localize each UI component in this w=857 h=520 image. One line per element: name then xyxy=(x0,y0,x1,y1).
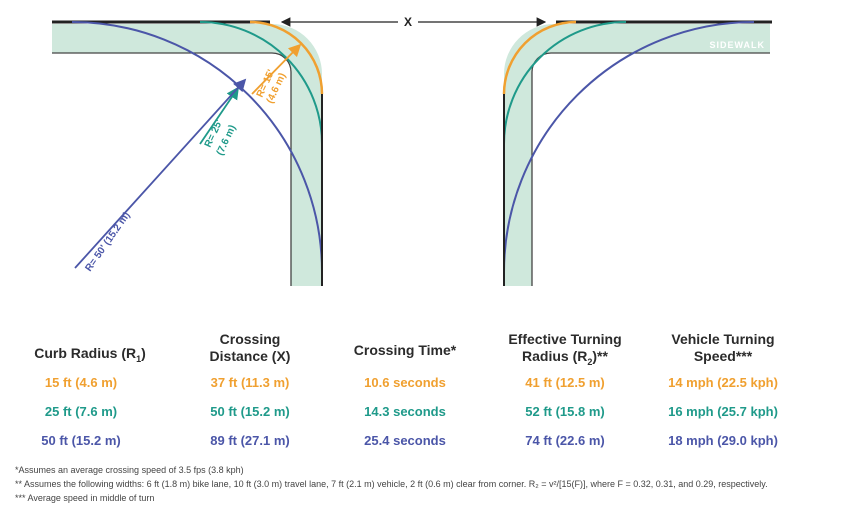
header-vehicle-speed: Vehicle Turning Speed*** xyxy=(648,331,798,365)
row1-effective: 41 ft (12.5 m) xyxy=(525,375,605,390)
row3-effective: 74 ft (22.6 m) xyxy=(525,433,605,448)
row3-speed: 18 mph (29.0 kph) xyxy=(668,433,778,448)
sidewalk-label: SIDEWALK xyxy=(709,40,765,50)
header-effective-sub: 2 xyxy=(587,356,593,367)
footnote-3: *** Average speed in middle of turn xyxy=(15,493,155,503)
row2-curb: 25 ft (7.6 m) xyxy=(44,404,118,419)
header-effective-line1: Effective Turning xyxy=(508,331,622,347)
footnotes: *Assumes an average crossing speed of 3.… xyxy=(15,463,768,505)
row2-distance: 50 ft (15.2 m) xyxy=(210,404,290,419)
header-effective-end: )** xyxy=(592,348,608,364)
r15-arrow xyxy=(251,43,302,95)
right-curb-50 xyxy=(503,21,755,273)
row1-speed: 14 mph (22.5 kph) xyxy=(668,375,778,390)
left-inner-line xyxy=(52,52,292,286)
right-inner-line xyxy=(531,52,770,286)
row2-time: 14.3 seconds xyxy=(364,404,446,419)
right-curb-25 xyxy=(503,21,627,145)
left-curb-15 xyxy=(249,20,324,95)
row1-distance: 37 ft (11.3 m) xyxy=(210,375,290,390)
header-crossing-distance-line2: Distance (X) xyxy=(209,348,291,364)
right-curb-15 xyxy=(502,20,577,95)
right-sidewalk xyxy=(504,24,770,286)
row3-time: 25.4 seconds xyxy=(364,433,446,448)
header-crossing-time-text: Crossing Time* xyxy=(353,342,457,358)
header-curb-radius-sub: 1 xyxy=(136,353,142,364)
row2-effective: 52 ft (15.8 m) xyxy=(525,404,605,419)
left-curb-25 xyxy=(199,21,323,145)
row2-speed: 16 mph (25.7 kph) xyxy=(668,404,778,419)
header-speed-line2: Speed*** xyxy=(693,348,753,364)
header-curb-radius-end: ) xyxy=(141,345,146,361)
header-crossing-distance-line1: Crossing xyxy=(219,331,281,347)
row3-distance: 89 ft (27.1 m) xyxy=(210,433,290,448)
header-crossing-distance: Crossing Distance (X) xyxy=(185,331,315,365)
r50-arrow xyxy=(74,78,247,269)
crossing-distance-label: X xyxy=(404,15,412,29)
footnote-2: ** Assumes the following widths: 6 ft (1… xyxy=(15,479,768,489)
row1-curb: 15 ft (4.6 m) xyxy=(44,375,118,390)
left-curb-50 xyxy=(71,21,323,273)
row3-curb: 50 ft (15.2 m) xyxy=(41,433,121,448)
header-curb-radius: Curb Radius (R1) xyxy=(15,345,165,368)
r50-label: R= 50' (15.2 m) xyxy=(83,210,132,274)
row1-time: 10.6 seconds xyxy=(364,375,446,390)
footnote-1: *Assumes an average crossing speed of 3.… xyxy=(15,465,244,475)
header-effective-radius: Effective Turning Radius (R2)** xyxy=(490,331,640,371)
curb-radius-diagram: R= 15' (4.6 m) R= 25' (7.6 m) R= 50' (15… xyxy=(52,15,772,286)
r25-arrow xyxy=(199,86,240,145)
header-crossing-time: Crossing Time* xyxy=(335,342,475,359)
header-curb-radius-text: Curb Radius (R xyxy=(34,345,137,361)
header-effective-line2: Radius (R xyxy=(522,348,588,364)
header-speed-line1: Vehicle Turning xyxy=(671,331,775,347)
